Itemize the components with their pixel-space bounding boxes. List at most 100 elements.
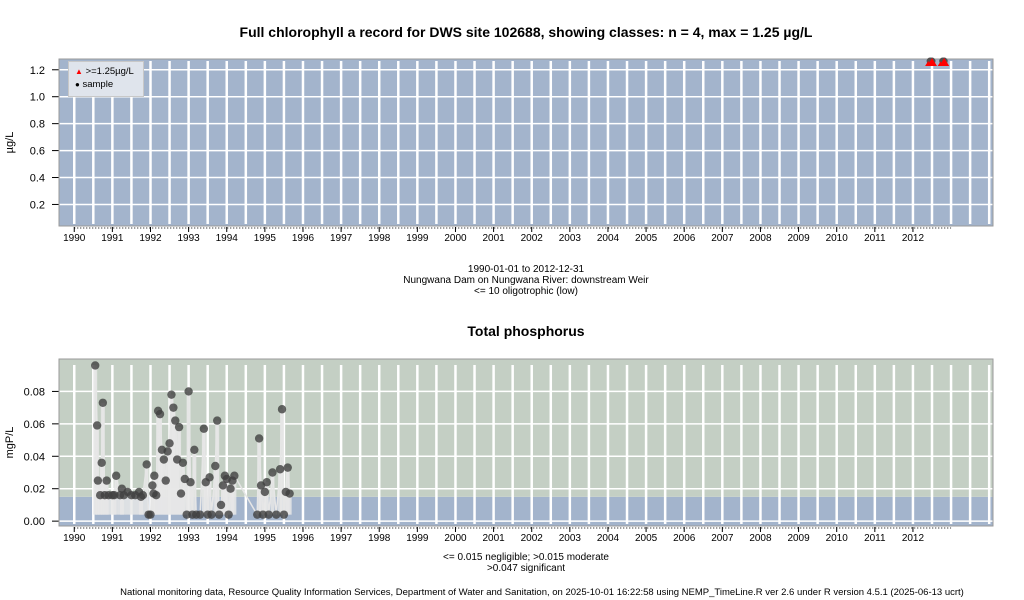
x-tick-label: 1991 xyxy=(101,533,124,544)
x-tick-label: 2003 xyxy=(559,233,582,244)
x-tick-label: 2001 xyxy=(482,533,505,544)
x-tick-label: 2004 xyxy=(597,533,620,544)
sample-point xyxy=(283,463,292,472)
sample-point xyxy=(264,510,273,519)
threshold-marker xyxy=(927,58,938,67)
x-tick-label: 1997 xyxy=(330,233,353,244)
x-tick-label: 2011 xyxy=(864,233,886,244)
x-tick-label: 2008 xyxy=(749,233,772,244)
sample-point xyxy=(285,489,294,498)
sample-point xyxy=(254,434,264,443)
sample-point xyxy=(279,510,289,519)
band-moderate xyxy=(59,359,993,497)
threshold-marker xyxy=(939,58,950,67)
sample-point xyxy=(138,490,148,500)
y-tick-label: 1.2 xyxy=(30,65,45,77)
sample-point xyxy=(216,500,226,510)
x-tick-label: 2007 xyxy=(711,233,734,244)
x-tick-label: 2010 xyxy=(826,533,849,544)
x-tick-label: 2003 xyxy=(559,533,582,544)
x-tick-label: 2006 xyxy=(673,533,696,544)
circle-marker-icon: ● xyxy=(75,80,80,89)
plot-background xyxy=(59,59,993,226)
sample-point xyxy=(165,439,174,448)
x-tick-label: 1995 xyxy=(254,233,277,244)
x-tick-label: 2004 xyxy=(597,233,620,244)
chart2-title: Total phosphorus xyxy=(467,323,585,339)
x-tick-label: 1999 xyxy=(406,233,429,244)
sample-point xyxy=(199,424,209,433)
chart1-legend: ▲ >=1.25µg/L ● sample xyxy=(68,61,144,97)
phosphorus-chart: 0.00 0.02 0.04 0.06 0.08 1990 1991 1992 1993 1994… xyxy=(4,358,994,544)
sample-point xyxy=(272,510,281,519)
sample-point xyxy=(205,473,214,482)
x-tick-label: 2002 xyxy=(521,233,544,244)
sample-point xyxy=(214,510,224,519)
x-tick-label: 1992 xyxy=(139,533,162,544)
y-tick-label: 0.4 xyxy=(30,173,45,185)
plot-frame xyxy=(58,358,994,527)
x-tick-label: 2001 xyxy=(482,233,505,244)
x-tick-label: 2000 xyxy=(444,533,467,544)
sample-point xyxy=(159,455,169,464)
chart1-subtitle: 1990-01-01 to 2012-12-31 Nungwana Dam on… xyxy=(0,264,1024,297)
sample-point xyxy=(262,478,271,487)
chart1-title: Full chlorophyll a record for DWS site 1… xyxy=(239,24,813,40)
x-tick-label: 2010 xyxy=(826,233,849,244)
sample-point xyxy=(277,405,287,414)
chlorophyll-chart: 0.2 0.4 0.6 0.8 1.0 1.2 1990 1991 1992 1993 1994 19… xyxy=(4,57,994,244)
sample-point xyxy=(142,460,151,469)
x-tick-label: 2008 xyxy=(749,533,772,544)
legend-item-sample: ● sample xyxy=(75,79,113,90)
x-tick-label: 1997 xyxy=(330,533,353,544)
x-tick-label: 2012 xyxy=(902,233,925,244)
sample-point xyxy=(171,416,180,425)
sample-point xyxy=(92,421,102,430)
sample-point xyxy=(211,461,220,471)
x-tick-label: 1996 xyxy=(292,533,315,544)
x-tick-label: 2002 xyxy=(521,533,544,544)
sample-point xyxy=(97,458,106,467)
sample-point xyxy=(224,510,233,519)
x-tick-label: 2005 xyxy=(635,233,658,244)
chart2-subtitle: <= 0.015 negligible; >0.015 moderate >0.… xyxy=(0,552,1024,574)
sample-point xyxy=(169,403,178,412)
legend-item-threshold: ▲ >=1.25µg/L xyxy=(75,66,134,77)
sample-point xyxy=(148,481,157,490)
sample-point xyxy=(146,510,155,519)
site-name: Nungwana Dam on Nungwana River: downstre… xyxy=(403,275,649,286)
sample-point xyxy=(184,387,193,396)
x-tick-label: 2006 xyxy=(673,233,696,244)
sample-point xyxy=(152,490,161,500)
x-tick-label: 1990 xyxy=(63,533,86,544)
triangle-marker-icon: ▲ xyxy=(75,67,83,76)
sample-point xyxy=(226,484,235,493)
class-note: <= 10 oligotrophic (low) xyxy=(474,286,578,297)
y-tick-label: 0.00 xyxy=(24,516,45,528)
legend-label: sample xyxy=(82,79,114,90)
sample-point xyxy=(161,476,170,485)
sample-point xyxy=(163,447,172,456)
sample-point xyxy=(195,510,205,519)
sample-point xyxy=(186,478,195,487)
x-tick-label: 2009 xyxy=(787,233,810,244)
x-tick-label: 1994 xyxy=(216,533,239,544)
date-range: 1990-01-01 to 2012-12-31 xyxy=(467,264,585,275)
y-axis-label: µg/L xyxy=(4,132,16,154)
x-tick-label: 2011 xyxy=(864,533,886,544)
plot-frame xyxy=(58,58,994,227)
sample-point xyxy=(155,409,165,419)
sample-point xyxy=(102,476,111,485)
sample-point xyxy=(174,422,184,432)
sample-point xyxy=(213,416,222,425)
x-tick-label: 2005 xyxy=(635,533,658,544)
x-tick-label: 2009 xyxy=(787,533,810,544)
y-axis-label: mgP/L xyxy=(4,427,16,459)
y-tick-label: 0.2 xyxy=(30,199,45,211)
legend-label: >=1.25µg/L xyxy=(85,66,134,77)
class-note: <= 0.015 negligible; >0.015 moderate xyxy=(443,552,609,563)
sample-point xyxy=(260,487,270,497)
x-tick-label: 1998 xyxy=(368,233,391,244)
y-tick-label: 0.04 xyxy=(24,451,45,463)
sample-point xyxy=(268,468,277,477)
